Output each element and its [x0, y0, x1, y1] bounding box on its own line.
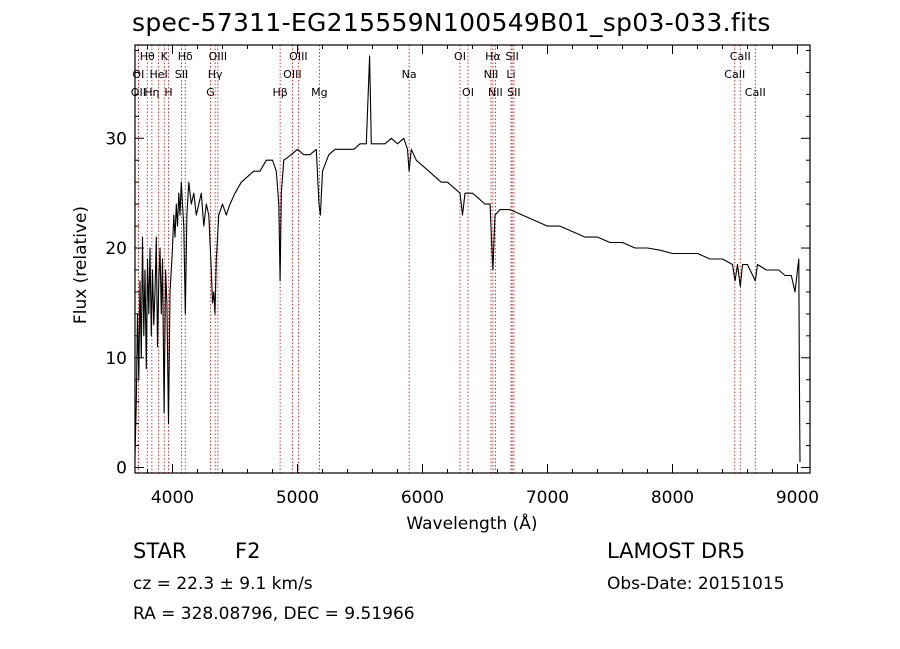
line-label-19: Hη [144, 86, 159, 99]
y-axis-label: Flux (relative) [71, 206, 91, 324]
line-label-21: G [206, 86, 215, 99]
line-label-26: SII [507, 86, 520, 99]
x-tick-label-5: 9000 [776, 488, 819, 508]
x-tick-label-4: 8000 [651, 488, 694, 508]
line-label-2: Hδ [178, 50, 193, 63]
line-label-23: Mg [311, 86, 327, 99]
spectrum-series-line [134, 55, 801, 463]
line-label-27: CaII [745, 86, 766, 99]
line-label-8: CaII [730, 50, 751, 63]
x-axis-ticks: 4000 5000 6000 7000 8000 9000 [147, 45, 819, 508]
line-label-11: SII [175, 68, 188, 81]
object-class: STAR [133, 539, 187, 563]
line-label-6: Hα [485, 50, 501, 63]
y-tick-label-3: 30 [105, 129, 127, 149]
line-label-1: K [161, 50, 169, 63]
line-label-10: HeI [149, 68, 167, 81]
line-label-3: OIII [209, 50, 227, 63]
line-marker-labels: Hθ K Hδ OIII OIII OI Hα SII CaII OI HeI SII Hγ OIII Na… [131, 50, 766, 99]
x-tick-label-1: 5000 [276, 488, 319, 508]
line-markers [137, 45, 756, 473]
redshift-cz: cz = 22.3 ± 9.1 km/s [133, 574, 313, 594]
x-tick-label-2: 6000 [401, 488, 444, 508]
line-label-0: Hθ [140, 50, 155, 63]
y-axis-ticks: 0 10 20 30 [105, 49, 810, 479]
obs-date: Obs-Date: 20151015 [607, 574, 785, 594]
line-label-25: NII [488, 86, 503, 99]
object-subclass: F2 [235, 539, 261, 563]
y-tick-label-0: 0 [116, 459, 127, 479]
line-label-7: SII [505, 50, 518, 63]
y-tick-label-1: 10 [105, 349, 127, 369]
line-label-13: OIII [283, 68, 301, 81]
line-label-5: OI [454, 50, 466, 63]
y-tick-label-2: 20 [105, 239, 127, 259]
survey-name: LAMOST DR5 [607, 539, 746, 563]
line-label-24: OI [462, 86, 474, 99]
line-label-4: OIII [289, 50, 307, 63]
line-label-15: NII [484, 68, 499, 81]
line-label-14: Na [402, 68, 417, 81]
line-label-9: OI [132, 68, 144, 81]
chart-title: spec-57311-EG215559N100549B01_sp03-033.f… [132, 8, 771, 37]
line-label-20: H [164, 86, 172, 99]
ra-dec: RA = 328.08796, DEC = 9.51966 [133, 604, 415, 624]
line-label-22: Hβ [272, 86, 287, 99]
x-axis-label: Wavelength (Å) [406, 512, 537, 534]
x-tick-label-0: 4000 [151, 488, 194, 508]
x-tick-label-3: 7000 [526, 488, 569, 508]
line-label-16: Li [506, 68, 515, 81]
line-label-12: Hγ [208, 68, 223, 81]
line-label-17: CaII [724, 68, 745, 81]
